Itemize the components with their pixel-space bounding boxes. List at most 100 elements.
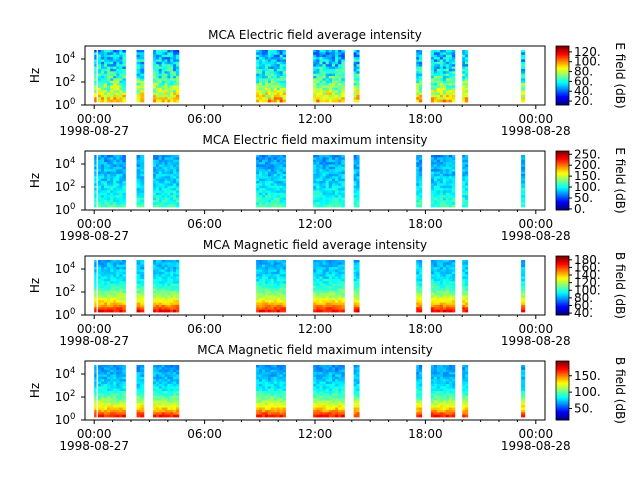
heatmap-cell [322, 164, 327, 168]
heatmap-cell [328, 304, 333, 308]
heatmap-cell [282, 192, 286, 196]
heatmap-cell [100, 302, 105, 306]
heatmap-cell [313, 395, 317, 399]
heatmap-cell [464, 181, 469, 184]
heatmap-cell [94, 52, 97, 56]
heatmap-cell [328, 400, 333, 404]
heatmap-cell [338, 402, 342, 406]
heatmap-cell [136, 61, 141, 65]
heatmap-cell [439, 297, 444, 301]
heatmap-cell [319, 295, 323, 299]
heatmap-cell [462, 59, 466, 63]
heatmap-cell [282, 402, 286, 406]
heatmap-cell [270, 395, 275, 399]
heatmap-cell [119, 169, 123, 172]
heatmap-cell [270, 87, 275, 91]
heatmap-cell [325, 94, 330, 98]
heatmap-cell [273, 407, 278, 411]
heatmap-cell [436, 264, 441, 268]
heatmap-cell [113, 383, 117, 387]
heatmap-cell [97, 73, 102, 77]
heatmap-cell [122, 409, 126, 413]
heatmap-cell [97, 307, 102, 311]
heatmap-cell [319, 260, 323, 263]
heatmap-cell [442, 85, 447, 89]
heatmap-cell [270, 162, 275, 165]
heatmap-cell [322, 188, 327, 191]
heatmap-cell [439, 288, 444, 292]
heatmap-cell [94, 405, 97, 408]
heatmap-cell [356, 372, 360, 375]
heatmap-cell [331, 374, 336, 378]
heatmap-cell [175, 295, 180, 299]
heatmap-cell [110, 169, 114, 172]
heatmap-cell [259, 166, 263, 170]
colorbar-swatch [556, 173, 569, 176]
heatmap-cell [170, 52, 174, 56]
heatmap-cell [167, 171, 171, 175]
heatmap-cell [116, 157, 120, 161]
heatmap-cell [416, 300, 420, 303]
heatmap-cell [270, 379, 275, 382]
heatmap-cell [161, 409, 165, 413]
heatmap-cell [338, 278, 342, 282]
heatmap-cell [464, 307, 469, 311]
heatmap-cell [316, 267, 320, 270]
heatmap-cell [155, 59, 160, 63]
heatmap-cell [94, 381, 97, 385]
heatmap-cell [353, 283, 357, 287]
heatmap-cell [155, 87, 160, 91]
heatmap-cell [430, 155, 435, 158]
heatmap-cell [107, 176, 111, 180]
heatmap-cell [256, 369, 260, 373]
heatmap-cell [262, 181, 266, 184]
heatmap-cell [328, 90, 333, 93]
heatmap-cell [442, 260, 447, 263]
heatmap-cell [335, 381, 339, 385]
heatmap-cell [113, 66, 117, 70]
heatmap-cell [104, 173, 108, 177]
heatmap-cell [158, 274, 163, 277]
heatmap-cell [313, 61, 317, 65]
heatmap-cell [262, 374, 266, 378]
heatmap-cell [276, 407, 281, 411]
heatmap-cell [418, 94, 423, 98]
heatmap-cell [94, 178, 97, 182]
heatmap-cell [436, 169, 441, 172]
heatmap-cell [416, 398, 420, 401]
heatmap-cell [462, 73, 466, 77]
heatmap-cell [270, 383, 275, 387]
heatmap-cell [282, 276, 286, 280]
y-tick-label: 10 [55, 75, 70, 89]
heatmap-cell [155, 64, 160, 67]
heatmap-cell [322, 267, 327, 270]
heatmap-cell [110, 267, 114, 270]
heatmap-cell [341, 83, 345, 86]
heatmap-cell [464, 271, 469, 275]
heatmap-cell [338, 309, 342, 313]
heatmap-cell [104, 68, 108, 72]
heatmap-cell [155, 188, 160, 191]
heatmap-cell [267, 283, 272, 287]
heatmap-cell [273, 71, 278, 75]
heatmap-cell [436, 78, 441, 82]
heatmap-cell [521, 159, 526, 163]
heatmap-cell [153, 304, 157, 308]
heatmap-cell [161, 278, 165, 282]
heatmap-cell [170, 307, 174, 311]
heatmap-cell [170, 391, 174, 394]
heatmap-cell [161, 391, 165, 394]
heatmap-cell [451, 155, 456, 158]
heatmap-cell [430, 57, 435, 60]
heatmap-cell [153, 264, 157, 268]
heatmap-cell [322, 283, 327, 287]
heatmap-cell [322, 80, 327, 84]
heatmap-cell [153, 76, 157, 79]
heatmap-cell [161, 178, 165, 182]
heatmap-cell [97, 59, 102, 63]
heatmap-cell [100, 162, 105, 165]
heatmap-cell [113, 183, 117, 187]
heatmap-cell [353, 398, 357, 401]
heatmap-cell [448, 171, 453, 175]
heatmap-cell [341, 164, 345, 168]
